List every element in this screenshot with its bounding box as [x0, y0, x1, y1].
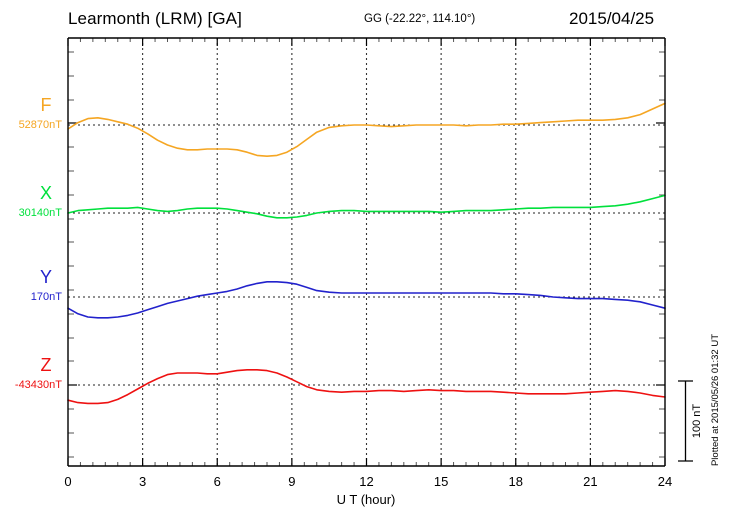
- channel-value-f: 52870nT: [19, 119, 63, 131]
- station-title: Learmonth (LRM) [GA]: [68, 9, 242, 28]
- tick-layer: [67, 38, 666, 466]
- trace-x: [67, 194, 666, 219]
- channel-letter-y: Y: [40, 267, 52, 287]
- plotted-at-timestamp: Plotted at 2015/05/26 01:32 UT: [710, 334, 721, 466]
- x-tick-labels: 0 3 6 9 12 15 18 21 24: [64, 474, 672, 489]
- observation-date: 2015/04/25: [569, 9, 655, 28]
- trace-z: [67, 368, 666, 405]
- grid-layer: [142, 38, 591, 466]
- channel-value-x: 30140nT: [19, 207, 63, 219]
- channel-letter-x: X: [40, 183, 52, 203]
- x-tick-label: 18: [509, 474, 523, 489]
- x-tick-label: 21: [583, 474, 597, 489]
- x-tick-label: 9: [288, 474, 295, 489]
- x-tick-label: 15: [434, 474, 448, 489]
- x-tick-label: 0: [64, 474, 71, 489]
- channel-value-z: -43430nT: [15, 379, 62, 391]
- x-tick-label: 24: [658, 474, 672, 489]
- channel-value-y: 170nT: [31, 291, 62, 303]
- geographic-coordinates: GG (-22.22°, 114.10°): [364, 13, 476, 25]
- trace-y: [67, 280, 666, 319]
- x-axis-title: U T (hour): [337, 492, 396, 507]
- channel-letter-z: Z: [41, 355, 52, 375]
- trace-f: [67, 102, 666, 157]
- plot-frame: [67, 37, 666, 467]
- channel-letter-f: F: [41, 95, 52, 115]
- channel-labels: F 52870nT X 30140nT Y 170nT Z -43430nT: [15, 95, 62, 391]
- x-tick-label: 3: [139, 474, 146, 489]
- scale-bar-label: 100 nT: [691, 404, 703, 439]
- trace-layer: [67, 102, 666, 405]
- x-tick-label: 12: [359, 474, 373, 489]
- scale-bar: 100 nT: [678, 380, 703, 462]
- x-tick-label: 6: [214, 474, 221, 489]
